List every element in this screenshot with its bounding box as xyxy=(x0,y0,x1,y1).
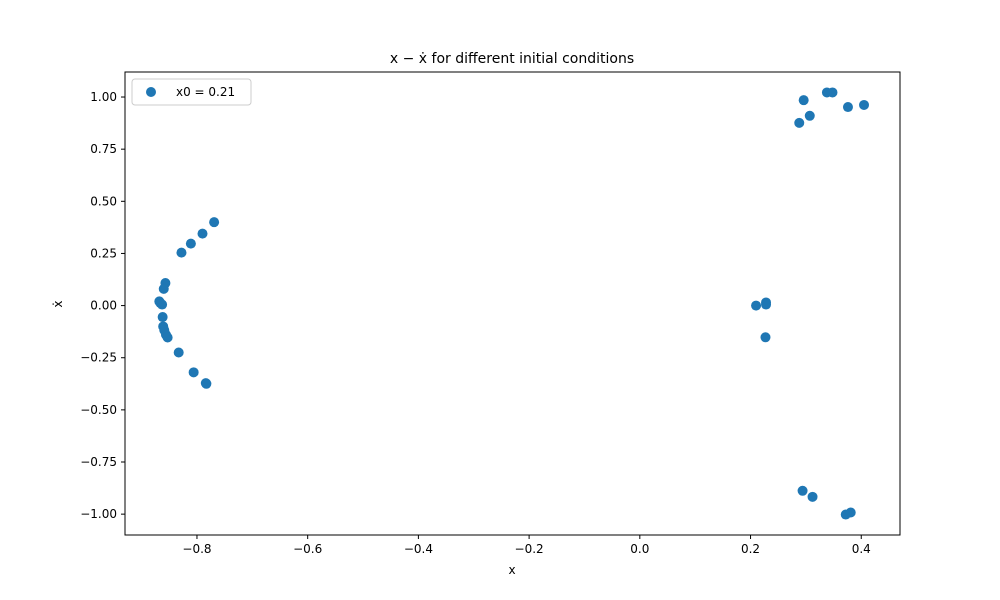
y-tick-label: −1.00 xyxy=(80,507,117,521)
data-point xyxy=(842,102,853,113)
x-tick-label: −0.8 xyxy=(182,542,211,556)
legend-box xyxy=(131,78,252,106)
data-point xyxy=(209,217,220,228)
y-tick-label: 0.75 xyxy=(90,142,117,156)
data-point xyxy=(157,299,168,310)
y-tick-label: 0.25 xyxy=(90,246,117,260)
data-point xyxy=(173,347,184,358)
x-tick-label: −0.4 xyxy=(404,542,433,556)
data-point xyxy=(761,299,772,310)
data-point xyxy=(797,485,808,496)
y-tick-label: 0.50 xyxy=(90,194,117,208)
chart-title: x − ẋ for different initial conditions xyxy=(390,51,634,67)
x-ticks: −0.8 −0.6 −0.4 −0.2 0.0 0.2 0.4 xyxy=(182,535,871,556)
x-tick-label: 0.2 xyxy=(741,542,760,556)
legend: x0 = 0.21 xyxy=(131,78,252,106)
y-tick-label: −0.50 xyxy=(80,403,117,417)
legend-label: x0 = 0.21 xyxy=(176,85,235,99)
data-point xyxy=(162,332,173,343)
y-axis-label: ẋ xyxy=(51,300,65,307)
data-point xyxy=(804,110,815,121)
data-point xyxy=(794,117,805,128)
data-point xyxy=(157,312,168,323)
data-point xyxy=(760,332,771,343)
x-tick-label: 0.0 xyxy=(630,542,649,556)
legend-marker xyxy=(146,87,156,97)
data-point xyxy=(845,507,856,518)
data-point xyxy=(158,283,169,294)
data-point xyxy=(798,95,809,106)
data-point xyxy=(188,367,199,378)
data-point xyxy=(200,378,211,389)
plot-frame xyxy=(124,71,901,536)
data-point xyxy=(197,228,208,239)
y-tick-label: 0.00 xyxy=(90,299,117,313)
x-tick-label: 0.4 xyxy=(852,542,871,556)
x-tick-label: −0.6 xyxy=(293,542,322,556)
data-point xyxy=(827,87,838,98)
x-tick-label: −0.2 xyxy=(515,542,544,556)
data-point xyxy=(859,99,870,110)
data-point xyxy=(176,247,187,258)
y-ticks: −1.00 −0.75 −0.50 −0.25 0.00 0.25 0.50 0.75 1.00 xyxy=(80,90,125,521)
y-tick-label: −0.75 xyxy=(80,455,117,469)
data-point xyxy=(185,238,196,249)
data-point xyxy=(807,491,818,502)
y-tick-label: −0.25 xyxy=(80,351,117,365)
data-point xyxy=(751,300,762,311)
x-axis-label: x xyxy=(508,563,515,577)
y-tick-label: 1.00 xyxy=(90,90,117,104)
points-layer xyxy=(154,87,870,520)
